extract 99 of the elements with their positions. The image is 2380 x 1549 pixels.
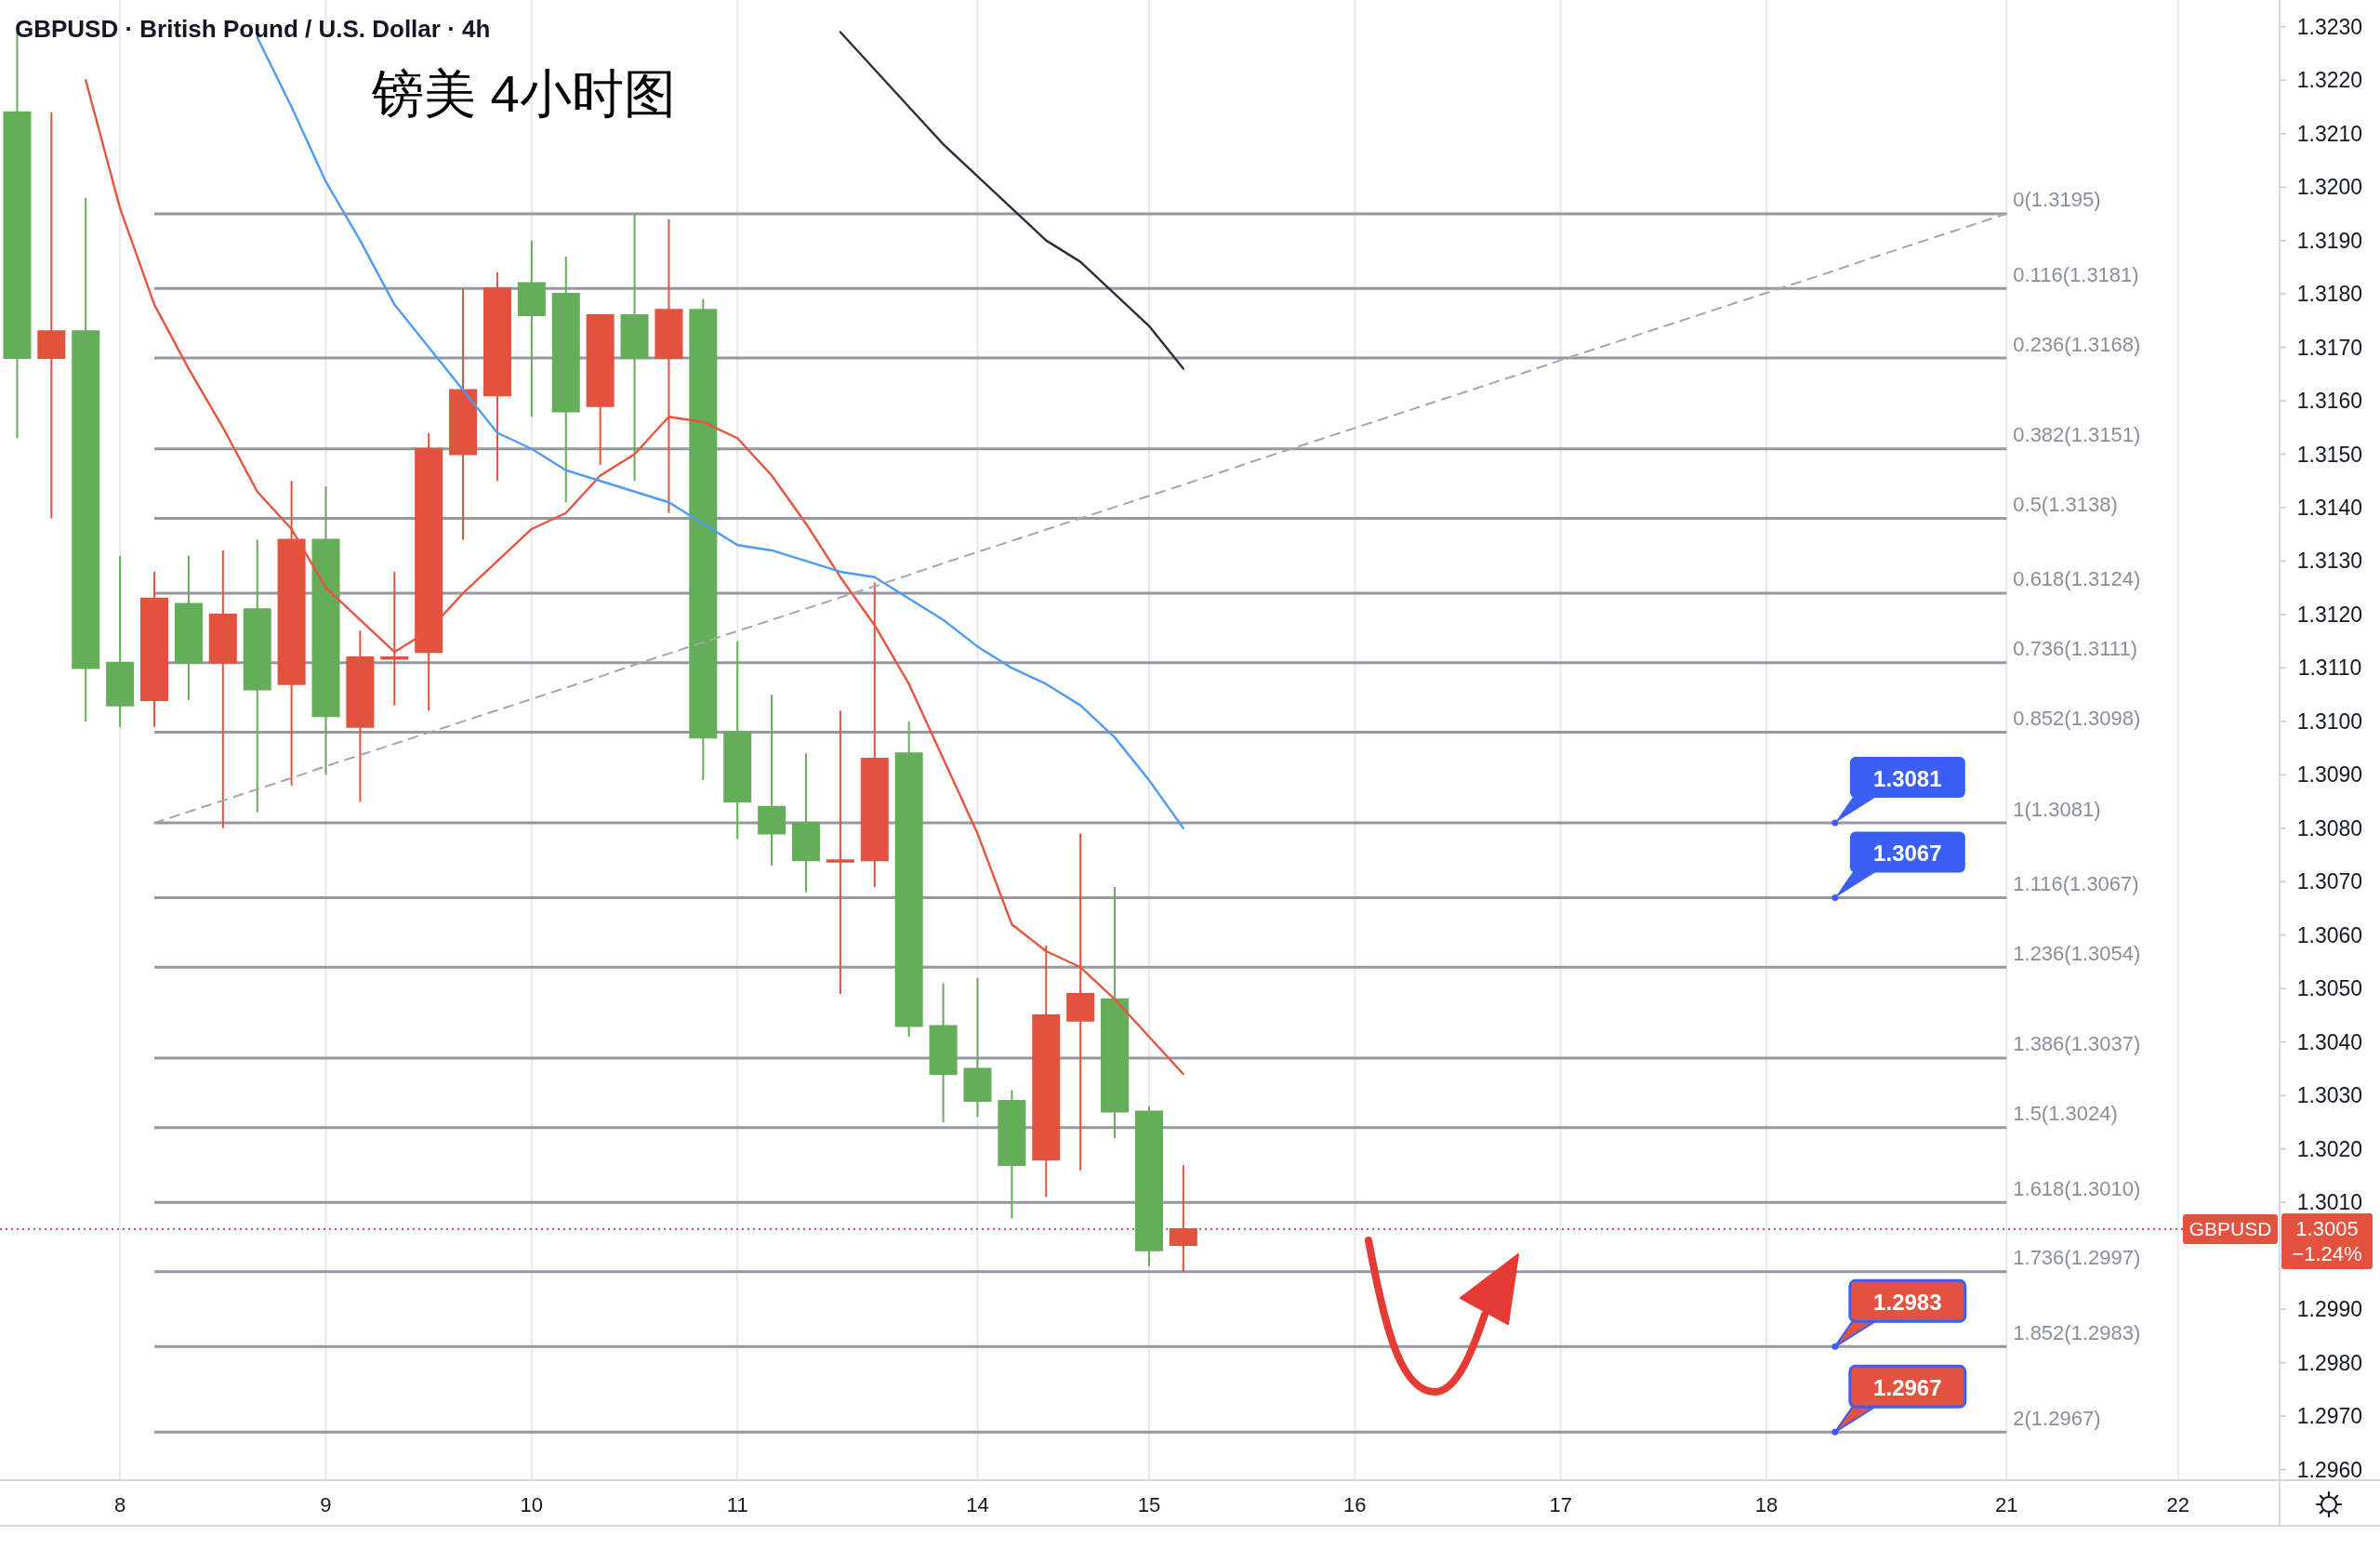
candlestick	[860, 581, 889, 889]
ref-line-label: 0.852(1.3098)	[2013, 706, 2141, 730]
candlestick	[483, 271, 511, 483]
y-tick-label: 1.2960	[2296, 1457, 2363, 1482]
candlestick	[963, 976, 992, 1119]
ref-line-label: 1.618(1.3010)	[2013, 1176, 2141, 1200]
y-tick-label: 1.3080	[2296, 815, 2363, 841]
ref-line-label: 1(1.3081)	[2013, 797, 2101, 821]
candlestick	[311, 485, 340, 776]
candlestick	[551, 255, 580, 504]
x-tick-label: 17	[1549, 1492, 1572, 1516]
y-tick-label: 1.3190	[2296, 228, 2363, 253]
x-tick-label: 18	[1754, 1492, 1778, 1516]
ref-line-label: 0(1.3195)	[2013, 188, 2101, 212]
x-tick-label: 11	[726, 1492, 748, 1516]
candlestick	[894, 720, 923, 1038]
y-tick-label: 1.3210	[2296, 121, 2363, 146]
y-tick-label: 1.3010	[2296, 1190, 2363, 1215]
y-tick-label: 1.3130	[2296, 549, 2363, 574]
candlestick	[929, 982, 958, 1123]
y-tick-label: 1.3220	[2296, 68, 2363, 93]
candlestick	[791, 752, 821, 894]
text: 1.3005	[2295, 1217, 2359, 1241]
y-tick-label: 1.3070	[2296, 869, 2363, 894]
ref-line-label: 0.236(1.3168)	[2013, 332, 2141, 356]
y-tick-label: 1.2970	[2296, 1404, 2363, 1429]
candlestick	[723, 640, 752, 841]
candlestick	[1169, 1163, 1197, 1273]
x-tick-label: 16	[1343, 1492, 1367, 1516]
y-tick-label: 1.3120	[2296, 602, 2363, 627]
candlestick	[37, 111, 66, 520]
annotation: 1.3067	[1873, 841, 1942, 867]
candlestick	[415, 431, 443, 712]
y-tick-label: 1.2990	[2296, 1297, 2363, 1322]
ref-line-label: 1.5(1.3024)	[2013, 1102, 2118, 1126]
candlestick	[346, 629, 375, 803]
ref-line-label: GBPUSD	[2188, 1218, 2272, 1240]
y-tick-label: 1.3180	[2296, 282, 2363, 307]
candlestick	[689, 298, 718, 782]
x-tick-label: 14	[966, 1492, 989, 1516]
candlestick	[72, 196, 100, 722]
ref-line-label: 0.618(1.3124)	[2013, 567, 2141, 591]
x-tick-label: 15	[1137, 1492, 1161, 1516]
line-series	[839, 31, 1185, 370]
line-series	[153, 212, 2008, 825]
ref-line-label: 1.386(1.3037)	[2013, 1032, 2141, 1056]
annotation: 1.2967	[1873, 1374, 1942, 1400]
y-tick-label: 1.3020	[2296, 1136, 2363, 1161]
annotation: 1.3081	[1873, 765, 1942, 791]
line-series	[256, 36, 1185, 830]
candlestick	[449, 287, 478, 541]
candlestick	[174, 554, 203, 701]
y-tick-label: 1.3230	[2296, 14, 2363, 39]
candlestick	[106, 554, 135, 728]
candlestick	[208, 549, 237, 829]
candlestick	[758, 694, 787, 867]
candlestick	[140, 570, 169, 728]
y-tick-label: 1.3200	[2296, 175, 2363, 200]
text: 镑美 4小时图	[371, 63, 676, 123]
candlestick	[517, 239, 546, 418]
ref-line-label: 0.5(1.3138)	[2013, 492, 2118, 516]
candlestick	[380, 570, 409, 707]
y-tick-label: 1.3100	[2296, 708, 2363, 734]
text: GBPUSD · British Pound / U.S. Dollar · 4h	[15, 15, 491, 43]
y-tick-label: 1.2980	[2296, 1350, 2363, 1375]
x-tick-label: 22	[2166, 1492, 2190, 1516]
candlestick	[586, 314, 615, 467]
ref-line-label: 0.116(1.3181)	[2013, 262, 2139, 286]
ref-line-label: 1.736(1.2997)	[2013, 1246, 2141, 1270]
y-tick-label: 1.3060	[2296, 922, 2363, 947]
y-tick-label: 1.3150	[2296, 442, 2363, 467]
x-tick-label: 10	[520, 1492, 544, 1516]
ref-line-label: 2(1.2967)	[2013, 1406, 2101, 1430]
y-tick-label: 1.3170	[2296, 335, 2363, 360]
candlestick	[1134, 1105, 1163, 1268]
ref-line-label: 1.116(1.3067)	[2013, 872, 2139, 896]
ref-line-label: 0.382(1.3151)	[2013, 423, 2141, 447]
y-tick-label: 1.3140	[2296, 495, 2363, 520]
x-tick-label: 21	[1995, 1492, 2018, 1516]
x-tick-label: 8	[114, 1492, 126, 1516]
candlestick	[277, 480, 306, 787]
y-tick-label: 1.3110	[2297, 655, 2362, 681]
candlestick	[243, 538, 271, 814]
text: −1.24%	[2292, 1242, 2362, 1266]
ref-line-label: 1.852(1.2983)	[2013, 1320, 2141, 1344]
candlestick	[826, 709, 854, 995]
annotation: 1.2983	[1873, 1289, 1942, 1315]
candlestick	[1101, 886, 1130, 1140]
y-tick-label: 1.3030	[2296, 1083, 2363, 1108]
candlestick	[654, 218, 683, 514]
x-tick-label: 9	[320, 1492, 332, 1516]
y-tick-label: 1.3160	[2296, 389, 2363, 414]
y-tick-label: 1.3090	[2296, 762, 2363, 788]
candlestick	[620, 212, 649, 483]
y-tick-label: 1.3040	[2296, 1029, 2363, 1054]
ref-line-label: 1.236(1.3054)	[2013, 941, 2141, 965]
ref-line-label: 0.736(1.3111)	[2013, 637, 2138, 661]
y-tick-label: 1.3050	[2296, 976, 2363, 1001]
candlestick	[998, 1089, 1026, 1220]
